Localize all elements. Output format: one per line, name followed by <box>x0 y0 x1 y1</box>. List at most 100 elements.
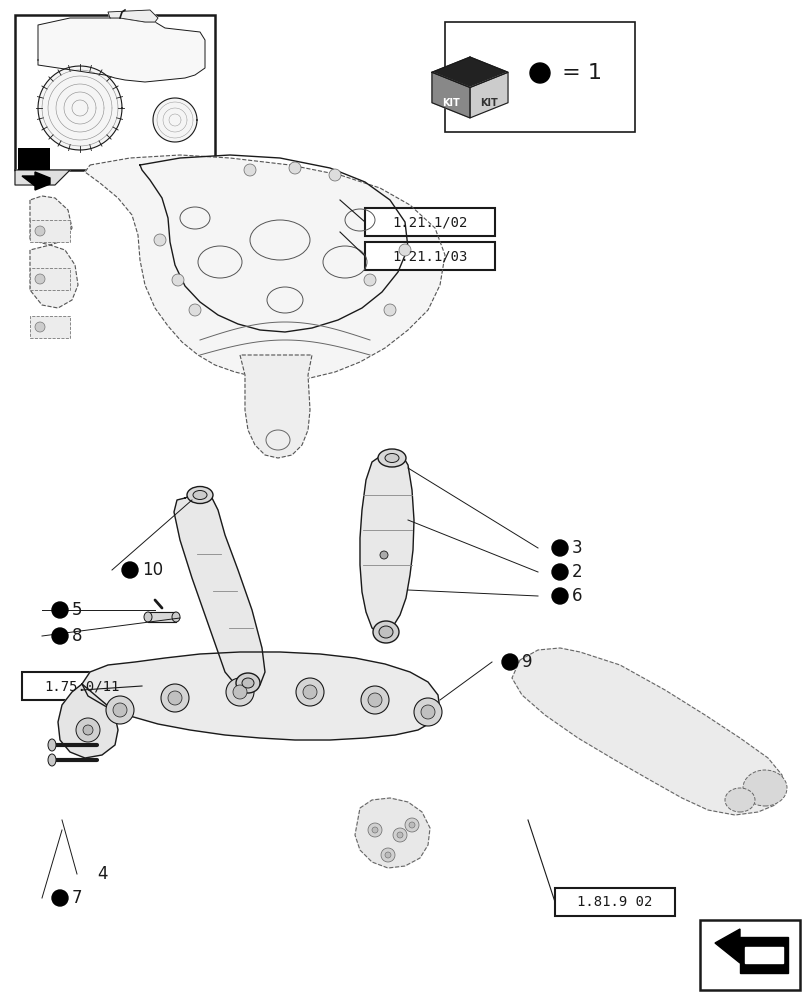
Bar <box>444 22 634 132</box>
Circle shape <box>397 832 402 838</box>
Circle shape <box>530 63 549 83</box>
Circle shape <box>420 705 435 719</box>
Circle shape <box>380 551 388 559</box>
Text: 1.21.1/03: 1.21.1/03 <box>392 249 467 263</box>
Circle shape <box>172 274 184 286</box>
Bar <box>22 672 142 700</box>
Ellipse shape <box>384 454 398 462</box>
Bar <box>365 242 495 270</box>
Circle shape <box>398 244 410 256</box>
Polygon shape <box>108 10 158 22</box>
Polygon shape <box>354 798 430 868</box>
Circle shape <box>371 827 378 833</box>
Polygon shape <box>431 57 508 88</box>
Ellipse shape <box>172 612 180 622</box>
Ellipse shape <box>144 612 152 622</box>
Circle shape <box>106 696 134 724</box>
Text: 9: 9 <box>521 653 532 671</box>
Ellipse shape <box>379 626 393 638</box>
Circle shape <box>367 693 381 707</box>
Text: 6: 6 <box>571 587 581 605</box>
Circle shape <box>35 322 45 332</box>
Polygon shape <box>240 355 311 458</box>
Circle shape <box>328 169 341 181</box>
Polygon shape <box>15 170 70 185</box>
Ellipse shape <box>372 621 398 643</box>
Text: 5: 5 <box>72 601 83 619</box>
Circle shape <box>289 162 301 174</box>
Polygon shape <box>30 245 78 308</box>
Polygon shape <box>152 98 197 142</box>
Circle shape <box>393 828 406 842</box>
Circle shape <box>380 848 394 862</box>
Circle shape <box>303 685 316 699</box>
Ellipse shape <box>378 449 406 467</box>
Text: 1.75.0/11: 1.75.0/11 <box>45 679 119 693</box>
Polygon shape <box>174 492 264 690</box>
Text: KIT: KIT <box>479 98 497 108</box>
Polygon shape <box>30 196 72 245</box>
Text: 10: 10 <box>142 561 163 579</box>
Text: 1.21.1/02: 1.21.1/02 <box>392 215 467 229</box>
Circle shape <box>52 890 68 906</box>
Polygon shape <box>744 947 782 963</box>
Circle shape <box>361 686 388 714</box>
Circle shape <box>233 685 247 699</box>
Circle shape <box>189 304 201 316</box>
Circle shape <box>113 703 127 717</box>
Ellipse shape <box>48 739 56 751</box>
Ellipse shape <box>48 754 56 766</box>
Circle shape <box>225 678 254 706</box>
Text: 8: 8 <box>72 627 83 645</box>
Polygon shape <box>22 172 50 190</box>
Text: KIT: KIT <box>441 98 459 108</box>
Polygon shape <box>470 72 508 118</box>
Circle shape <box>551 564 568 580</box>
Circle shape <box>363 274 375 286</box>
Circle shape <box>35 274 45 284</box>
Bar <box>30 268 70 290</box>
Bar <box>699 920 799 990</box>
Text: 3: 3 <box>571 539 582 557</box>
Circle shape <box>296 678 324 706</box>
Text: 4: 4 <box>97 865 107 883</box>
Circle shape <box>384 304 396 316</box>
Ellipse shape <box>193 490 207 499</box>
Polygon shape <box>38 66 122 150</box>
Bar <box>30 316 70 338</box>
Polygon shape <box>85 155 444 380</box>
Polygon shape <box>82 652 440 740</box>
Polygon shape <box>714 929 739 963</box>
Circle shape <box>83 725 93 735</box>
Bar <box>30 220 70 242</box>
Bar <box>15 15 215 170</box>
Circle shape <box>52 628 68 644</box>
Text: 1.81.9 02: 1.81.9 02 <box>577 895 652 909</box>
Text: = 1: = 1 <box>554 63 601 83</box>
Polygon shape <box>38 18 204 82</box>
Polygon shape <box>359 453 414 635</box>
Ellipse shape <box>187 487 212 504</box>
Circle shape <box>154 234 165 246</box>
Polygon shape <box>512 648 783 815</box>
Ellipse shape <box>724 788 754 812</box>
Bar <box>554 888 674 916</box>
Ellipse shape <box>236 673 260 693</box>
Circle shape <box>243 164 255 176</box>
Bar <box>365 208 495 236</box>
Circle shape <box>122 562 138 578</box>
Circle shape <box>35 226 45 236</box>
Circle shape <box>161 684 189 712</box>
Bar <box>18 148 50 170</box>
Circle shape <box>551 540 568 556</box>
Polygon shape <box>739 937 787 973</box>
Circle shape <box>384 852 391 858</box>
Polygon shape <box>431 72 470 118</box>
Circle shape <box>414 698 441 726</box>
Circle shape <box>405 818 418 832</box>
Ellipse shape <box>242 678 254 688</box>
Text: 2: 2 <box>571 563 582 581</box>
Circle shape <box>168 691 182 705</box>
Circle shape <box>52 602 68 618</box>
Text: 7: 7 <box>72 889 83 907</box>
